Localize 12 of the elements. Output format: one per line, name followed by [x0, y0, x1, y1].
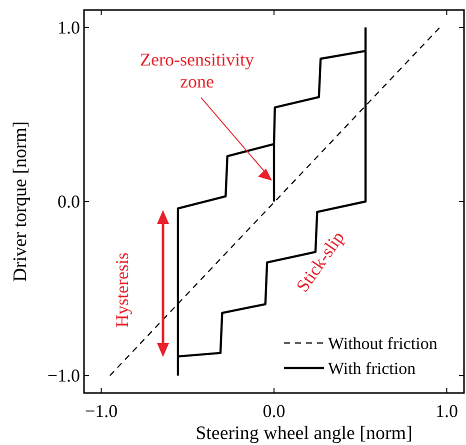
- y-axis-title: Driver torque [norm]: [10, 121, 31, 282]
- x-tick-label: −1.0: [84, 401, 118, 421]
- annotation: Zero-sensitivity zone: [140, 50, 254, 92]
- legend-label: With friction: [328, 359, 416, 378]
- legend-label: Without friction: [328, 334, 438, 353]
- x-axis-title: Steering wheel angle [norm]: [196, 423, 412, 444]
- x-tick-label: 0.0: [262, 401, 286, 421]
- annotation: Hysteresis: [112, 252, 132, 328]
- y-tick-label: 1.0: [58, 17, 80, 38]
- y-tick-label: −1.0: [47, 366, 80, 386]
- y-tick-label: 0.0: [58, 192, 80, 212]
- x-tick-label: 1.0: [435, 401, 458, 421]
